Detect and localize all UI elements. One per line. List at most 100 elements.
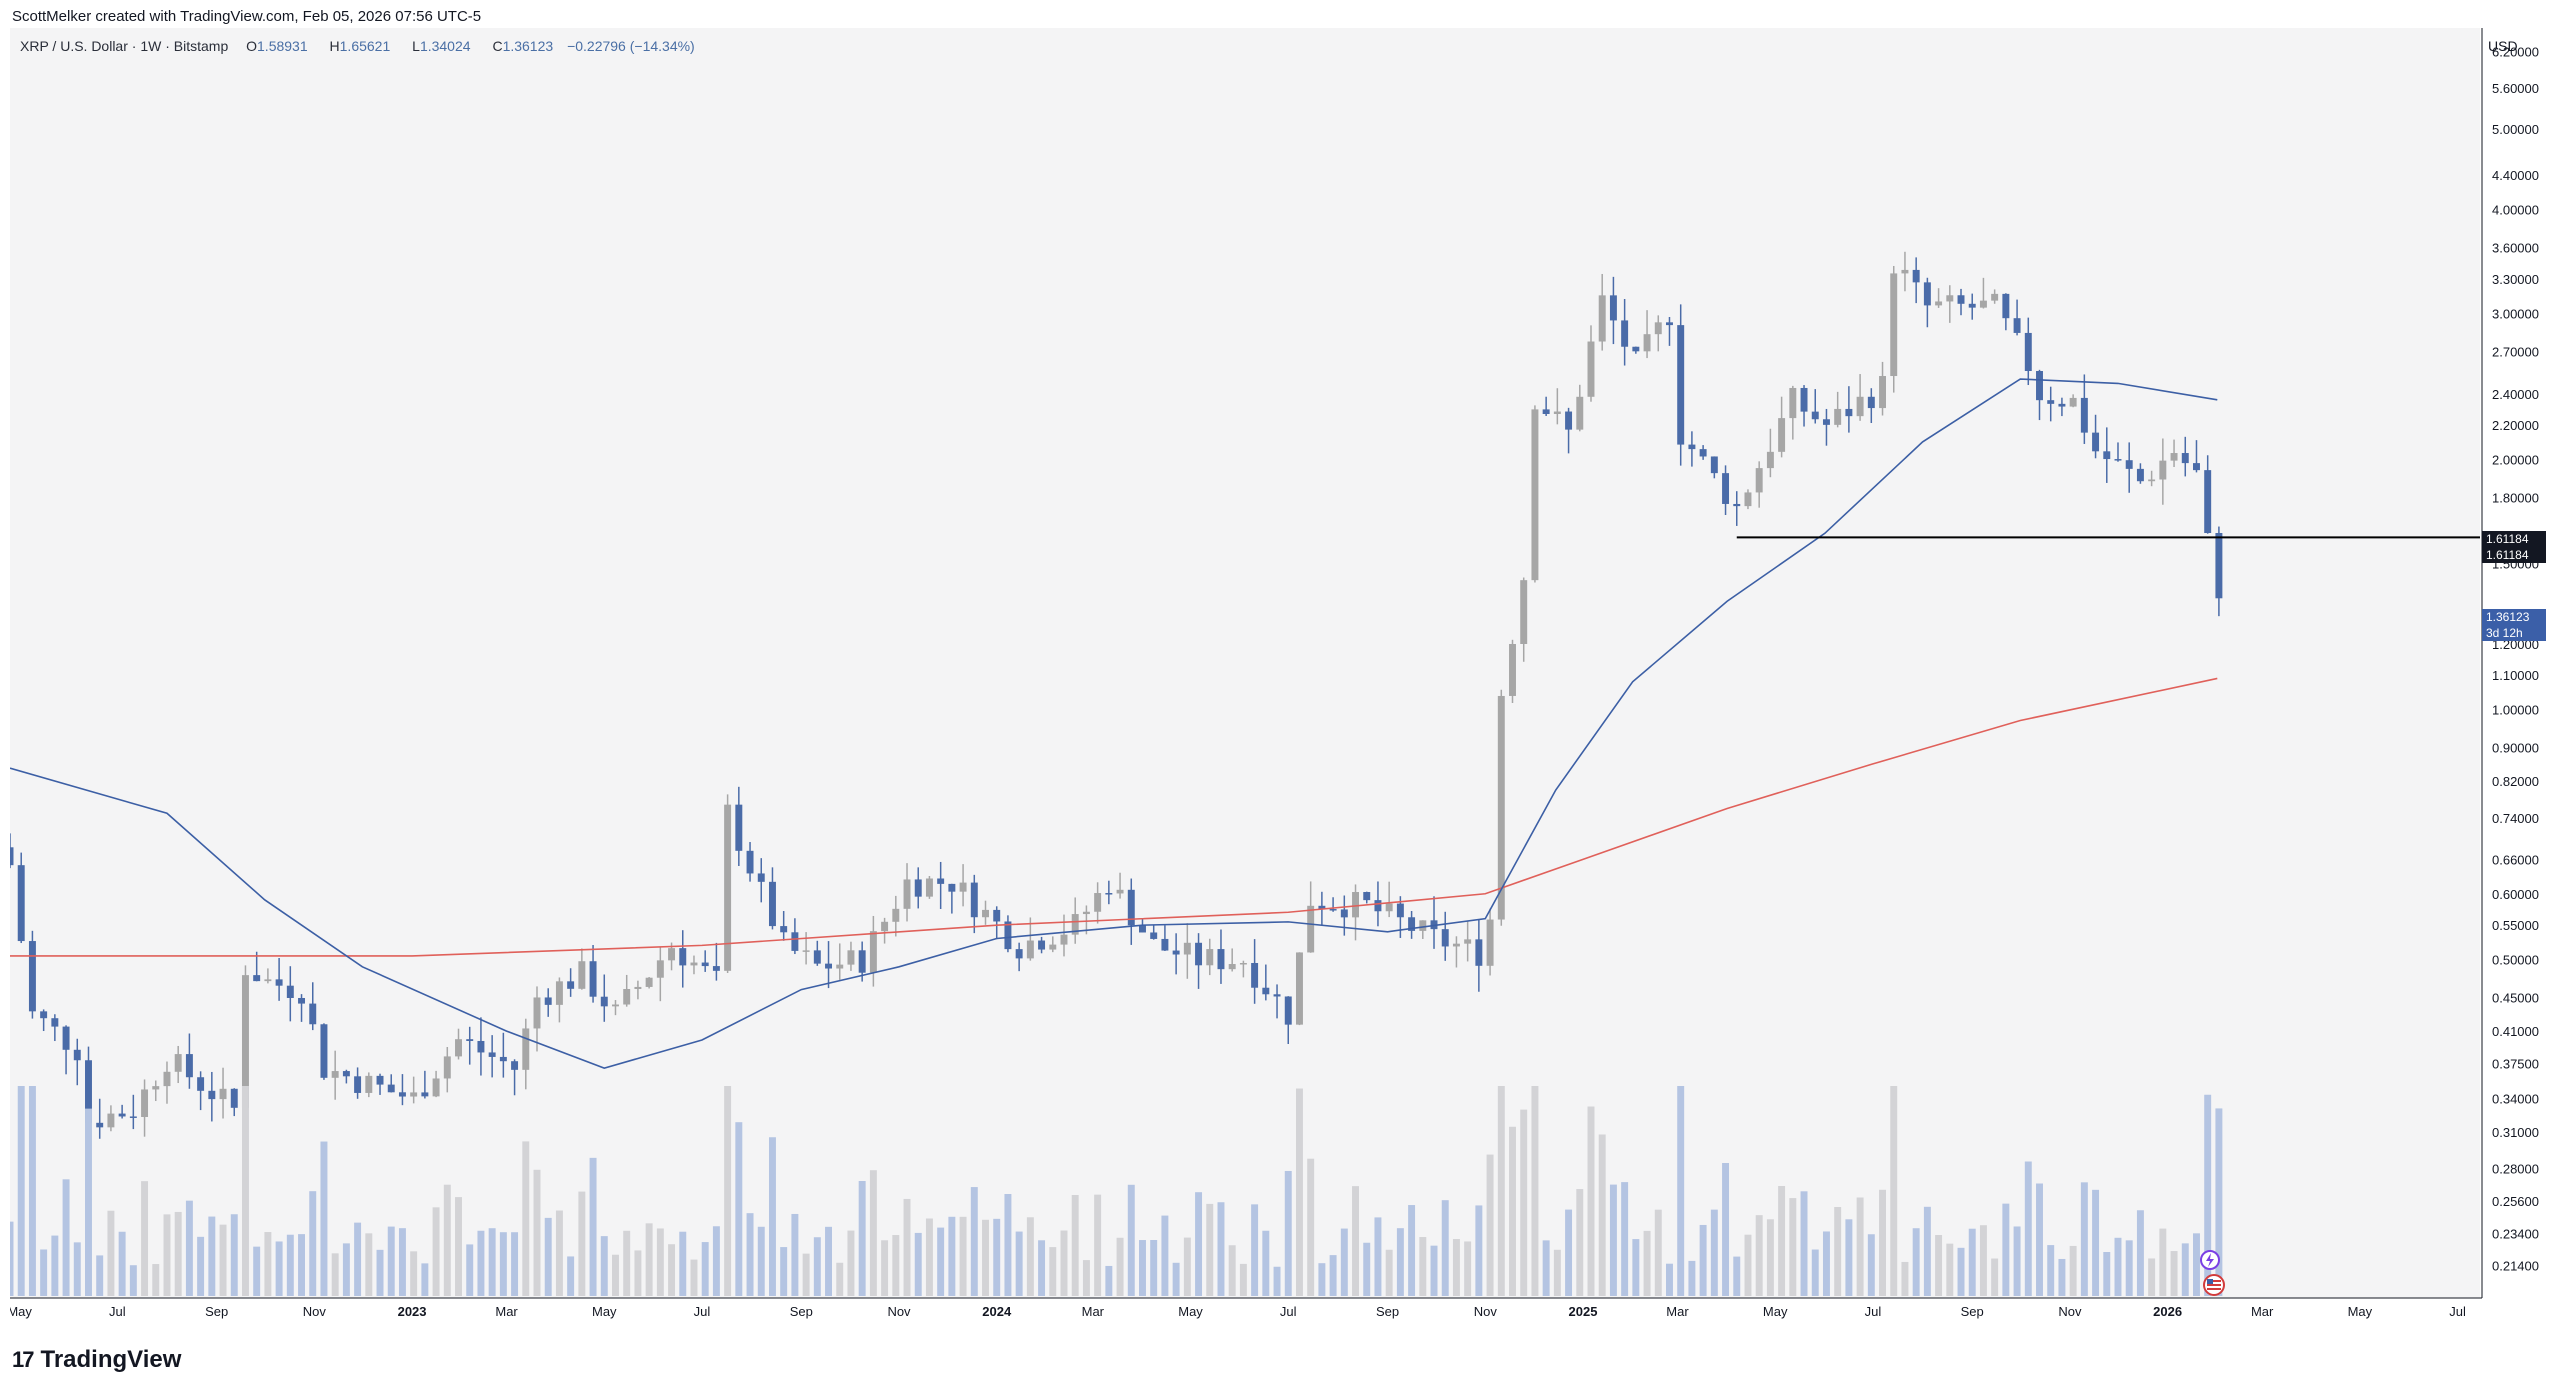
candle-body: [174, 1054, 182, 1072]
candle-body: [107, 1113, 115, 1128]
candle-body: [1284, 996, 1292, 1025]
candle-body: [1026, 940, 1034, 959]
candle-body: [1340, 909, 1348, 918]
volume-bar: [73, 1242, 81, 1296]
volume-bar: [1094, 1194, 1102, 1296]
volume-bar: [174, 1211, 182, 1296]
candle-body: [903, 879, 911, 909]
volume-bar: [118, 1231, 126, 1296]
volume-bar: [1475, 1205, 1483, 1296]
volume-bar: [185, 1200, 193, 1296]
candle-body: [1912, 269, 1920, 283]
candle-body: [1486, 919, 1494, 966]
x-tick-label: 2025: [1569, 1304, 1598, 1319]
candle-body: [1744, 492, 1752, 507]
low-label: L: [412, 38, 420, 54]
volume-bar: [1531, 1086, 1539, 1296]
candle-body: [62, 1026, 70, 1050]
candle-body: [690, 962, 698, 966]
candle-body: [1082, 911, 1090, 915]
volume-bar: [499, 1232, 507, 1296]
candle-body: [1654, 322, 1662, 335]
candle-body: [1778, 418, 1786, 452]
x-tick-label: 2023: [398, 1304, 427, 1319]
candle-body: [612, 1004, 619, 1007]
candle-body: [499, 1056, 507, 1062]
candle-body: [825, 963, 833, 969]
candle-body: [28, 941, 36, 1012]
candle-body: [398, 1092, 406, 1097]
volume-bar: [1957, 1247, 1965, 1296]
candle-body: [757, 873, 765, 882]
candle-body: [1722, 473, 1730, 504]
volume-bar: [2036, 1183, 2043, 1296]
x-tick-label: Sep: [1376, 1304, 1399, 1319]
volume-bar: [1553, 1249, 1561, 1296]
volume-bar: [1139, 1240, 1146, 1296]
candle-body: [1217, 949, 1225, 970]
volume-bar: [421, 1263, 429, 1296]
volume-bar: [1565, 1209, 1573, 1296]
y-tick-label: 2.40000: [2492, 387, 2539, 402]
volume-bar: [2103, 1251, 2111, 1296]
candle-body: [1733, 503, 1741, 507]
y-tick-label: 0.82000: [2492, 774, 2539, 789]
volume-bar: [1408, 1205, 1416, 1296]
candle-body: [768, 881, 776, 927]
volume-bar: [813, 1237, 821, 1296]
volume-bar: [1127, 1184, 1135, 1296]
candle-body: [2181, 453, 2189, 464]
volume-bar: [443, 1184, 451, 1296]
candle-body: [511, 1061, 519, 1070]
candle-body: [701, 962, 709, 967]
chart-area[interactable]: 6.20000 5.60000 5.00000 4.40000 4.00000 3.600…: [10, 28, 2548, 1330]
candle-body: [1968, 303, 1976, 308]
candle-body: [982, 909, 989, 918]
candle-body: [2024, 332, 2032, 372]
volume-bar: [1979, 1225, 1987, 1296]
candle-body: [1195, 942, 1203, 966]
candle-body: [1643, 334, 1651, 352]
candle-body: [1015, 949, 1023, 959]
candle-body: [477, 1040, 485, 1053]
x-tick-label: Nov: [1474, 1304, 1498, 1319]
countdown-tag: 3d 12h: [2482, 625, 2546, 641]
volume-bar: [1755, 1215, 1763, 1296]
candle-body: [1789, 387, 1797, 419]
price-chart[interactable]: 6.20000 5.60000 5.00000 4.40000 4.00000 3.600…: [10, 28, 2548, 1330]
y-tick-label: 5.00000: [2492, 122, 2539, 137]
candle-body: [1565, 411, 1573, 430]
candle-body: [1598, 295, 1606, 342]
volume-bar: [511, 1232, 519, 1296]
plot-background: [10, 28, 2480, 1298]
volume-bar: [1049, 1247, 1057, 1296]
volume-bar: [1396, 1228, 1404, 1296]
candle-body: [118, 1113, 126, 1117]
y-tick-label: 3.00000: [2492, 306, 2539, 321]
volume-bar: [1161, 1215, 1169, 1296]
candle-body: [1856, 396, 1864, 417]
y-tick-label: 0.37500: [2492, 1056, 2539, 1071]
close-label: C: [492, 38, 503, 54]
x-tick-label: Mar: [2251, 1304, 2274, 1319]
volume-bar: [656, 1228, 664, 1296]
volume-bar: [2024, 1161, 2032, 1296]
candle-body: [1946, 295, 1954, 302]
candle-body: [1834, 408, 1842, 425]
event-badges[interactable]: [2194, 1250, 2234, 1298]
candle-body: [1509, 644, 1516, 696]
volume-bar: [1587, 1106, 1595, 1296]
candle-body: [2047, 400, 2055, 404]
volume-bar: [1430, 1245, 1438, 1296]
candle-body: [1094, 893, 1102, 912]
volume-bar: [1542, 1240, 1550, 1296]
currency-label[interactable]: USD: [2488, 38, 2518, 54]
candle-body: [96, 1122, 104, 1128]
y-tick-label: 2.00000: [2492, 453, 2539, 468]
tradingview-logo[interactable]: 17 TradingView: [12, 1346, 181, 1374]
volume-bar: [253, 1246, 261, 1296]
candle-body: [1542, 409, 1550, 414]
volume-bar: [152, 1264, 160, 1296]
candle-body: [387, 1084, 395, 1093]
volume-bar: [1004, 1193, 1012, 1296]
